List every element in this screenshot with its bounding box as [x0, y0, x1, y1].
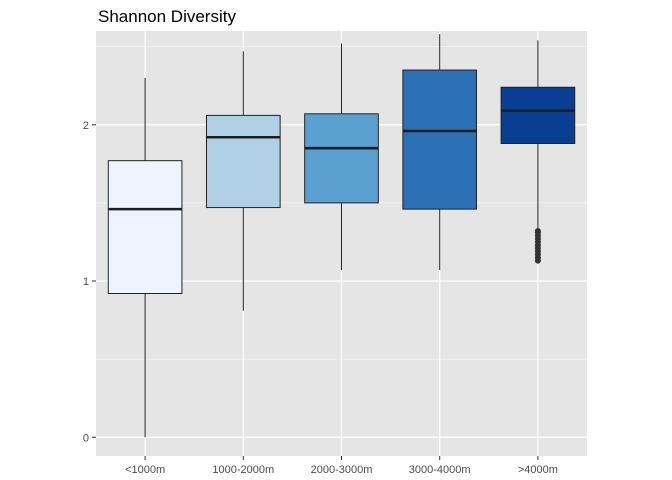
x-tick-label: >4000m — [518, 464, 558, 476]
box-iqr — [205, 114, 281, 209]
box-iqr — [402, 69, 478, 210]
x-axis: <1000m 1000-2000m 2000-3000m 3000-4000m >400… — [125, 456, 558, 476]
box-3 — [402, 34, 478, 271]
box-4 — [500, 40, 576, 264]
box-series — [107, 34, 576, 438]
x-tick-label: 3000-4000m — [409, 464, 471, 476]
box-0 — [107, 77, 183, 438]
chart-title: Shannon Diversity — [98, 7, 236, 26]
y-tick-label: 0 — [83, 432, 89, 444]
box-iqr — [500, 86, 576, 144]
y-tick-label: 2 — [83, 120, 89, 132]
outlier-point — [534, 228, 541, 234]
y-axis: 0 1 2 — [83, 120, 96, 444]
box-iqr — [107, 160, 183, 294]
box-1 — [205, 51, 281, 311]
x-tick-label: 2000-3000m — [311, 464, 373, 476]
box-2 — [304, 43, 379, 271]
y-tick-label: 1 — [83, 276, 89, 288]
box-iqr — [304, 113, 379, 204]
x-tick-label: <1000m — [125, 464, 165, 476]
x-tick-label: 1000-2000m — [212, 464, 274, 476]
